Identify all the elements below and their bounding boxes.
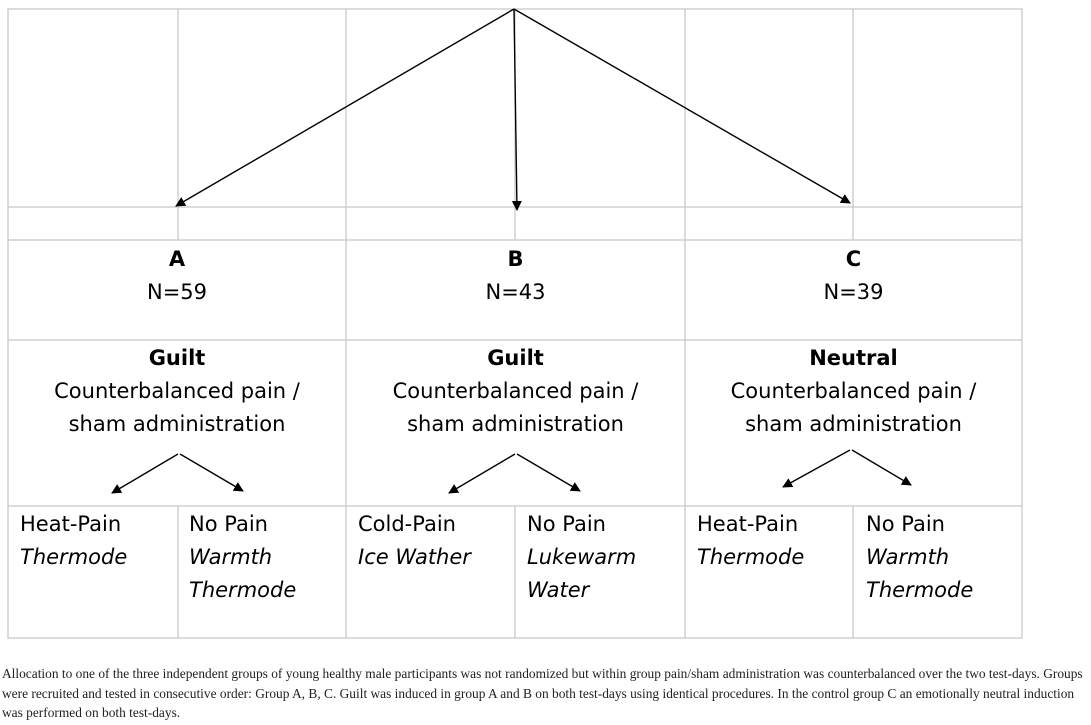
group-c-condition: Neutral bbox=[809, 346, 898, 370]
group-a-right-option: No Pain Warmth Thermode bbox=[189, 508, 344, 607]
group-c-right-option: No Pain Warmth Thermode bbox=[866, 508, 1021, 607]
group-a-desc-line2: sham administration bbox=[68, 412, 286, 436]
arrow-c-left bbox=[782, 449, 851, 488]
group-b-right-option: No Pain Lukewarm Water bbox=[527, 508, 682, 607]
group-a-left-option: Heat-Pain Thermode bbox=[20, 508, 175, 574]
arrow-top-to-b bbox=[511, 8, 522, 211]
group-c-letter: C bbox=[845, 247, 862, 271]
group-a-letter: A bbox=[168, 247, 186, 271]
arrow-b-right bbox=[516, 453, 581, 492]
arrow-top-to-c bbox=[513, 8, 851, 204]
group-b-n: N=43 bbox=[485, 280, 546, 304]
option-sub: Thermode bbox=[20, 545, 128, 569]
group-a-desc-line1: Counterbalanced pain / bbox=[54, 379, 300, 403]
arrow-c-right bbox=[851, 449, 912, 486]
group-a-n: N=59 bbox=[146, 280, 208, 304]
group-c-n: N=39 bbox=[823, 280, 884, 304]
group-b-desc-line1: Counterbalanced pain / bbox=[392, 379, 639, 403]
option-sub: Ice Wather bbox=[358, 545, 471, 569]
figure-caption: Allocation to one of the three independe… bbox=[2, 666, 1083, 720]
option-sub: Lukewarm bbox=[527, 545, 637, 569]
group-b-letter: B bbox=[507, 247, 524, 271]
group-c-desc-line2: sham administration bbox=[745, 412, 962, 436]
arrow-a-left bbox=[111, 453, 179, 494]
option-title: Heat-Pain bbox=[697, 512, 799, 536]
group-a-condition: Guilt bbox=[148, 346, 206, 370]
option-title: Heat-Pain bbox=[20, 512, 122, 536]
arrow-top-to-a bbox=[175, 8, 515, 207]
option-sub: Warmth bbox=[866, 545, 950, 569]
option-sub: Warmth bbox=[189, 545, 273, 569]
option-title: No Pain bbox=[189, 512, 268, 536]
arrow-a-right bbox=[179, 453, 244, 492]
arrow-b-left bbox=[448, 453, 516, 494]
group-b-desc-line2: sham administration bbox=[407, 412, 624, 436]
group-b-left-option: Cold-Pain Ice Wather bbox=[358, 508, 513, 574]
allocation-diagram bbox=[7, 8, 1023, 639]
group-b-condition: Guilt bbox=[487, 346, 544, 370]
option-sub: Thermode bbox=[189, 578, 297, 602]
option-sub: Thermode bbox=[866, 578, 974, 602]
option-title: Cold-Pain bbox=[358, 512, 456, 536]
group-c-left-option: Heat-Pain Thermode bbox=[697, 508, 852, 574]
option-title: No Pain bbox=[866, 512, 945, 536]
option-sub: Water bbox=[527, 578, 590, 602]
option-sub: Thermode bbox=[697, 545, 805, 569]
option-title: No Pain bbox=[527, 512, 606, 536]
group-c-desc-line1: Counterbalanced pain / bbox=[730, 379, 977, 403]
arrows bbox=[111, 8, 912, 494]
